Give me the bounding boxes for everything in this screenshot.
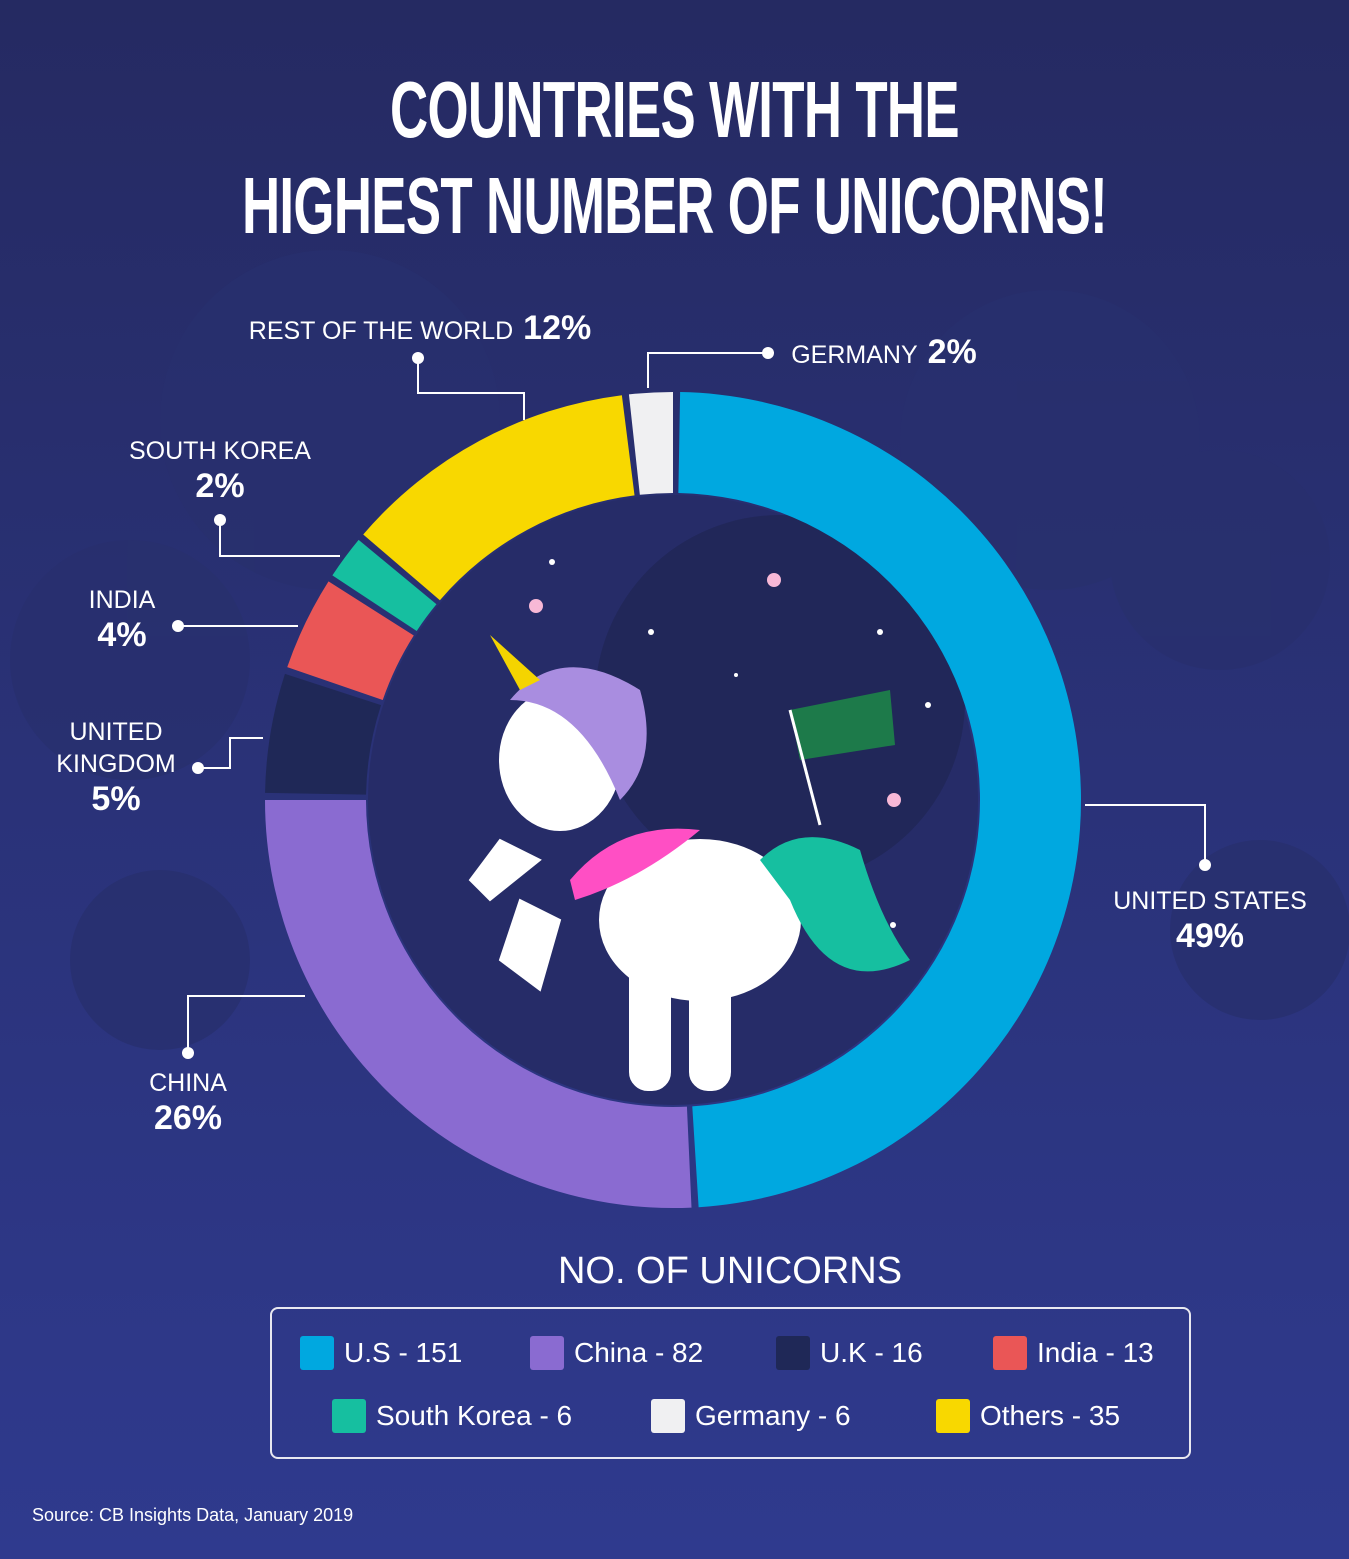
category-label: UNITED STATES <box>1113 887 1307 915</box>
mane-pink <box>570 828 700 900</box>
category-label: SOUTH KOREA <box>129 437 311 465</box>
legend-item: India - 13 <box>993 1336 1154 1370</box>
category-label: REST OF THE WORLD <box>248 317 514 345</box>
flag <box>790 690 895 760</box>
value-label: 26% <box>153 1099 223 1137</box>
donut-segment <box>628 392 673 495</box>
donut-segment <box>265 800 692 1208</box>
value-label: 49% <box>1175 917 1245 955</box>
donut <box>265 392 1082 1208</box>
moon <box>595 515 965 885</box>
callout: REST OF THE WORLD 12% <box>249 309 591 347</box>
unicorn-illustration <box>468 689 801 1091</box>
legend-swatch <box>300 1336 334 1370</box>
legend-item: China - 82 <box>530 1336 703 1370</box>
legend: U.S - 151 China - 82 U.K - 16 India - 13 Sou… <box>270 1307 1191 1459</box>
callout: CHINA 26% <box>149 1067 227 1137</box>
value-label: 5% <box>91 780 141 818</box>
donut-segment <box>678 392 1082 1208</box>
horn <box>490 635 540 690</box>
legend-label: Others - 35 <box>980 1400 1121 1431</box>
legend-item: Others - 35 <box>936 1399 1120 1433</box>
flag-pole <box>788 709 822 826</box>
value-label: 12% <box>523 309 592 347</box>
legend-title: NO. OF UNICORNS <box>557 1250 903 1292</box>
callout: UNITED KINGDOM 5% <box>41 716 191 818</box>
value-label: 2% <box>927 333 977 371</box>
legend-swatch <box>530 1336 564 1370</box>
legend-swatch <box>936 1399 970 1433</box>
legend-swatch <box>776 1336 810 1370</box>
legend-label: India - 13 <box>1037 1337 1154 1368</box>
title-line: HIGHEST NUMBER OF UNICORNS! <box>241 161 1108 250</box>
legend-swatch <box>332 1399 366 1433</box>
legend-label: U.S - 151 <box>344 1337 463 1368</box>
callout: SOUTH KOREA 2% <box>129 435 311 505</box>
legend-item: Germany - 6 <box>651 1399 851 1433</box>
stars <box>549 559 931 928</box>
legend-item: South Korea - 6 <box>332 1399 572 1433</box>
legend-label: South Korea - 6 <box>376 1400 573 1431</box>
value-label: 2% <box>195 467 245 505</box>
title-line: COUNTRIES WITH THE <box>390 65 960 154</box>
legend-label: Germany - 6 <box>695 1400 851 1431</box>
callout: GERMANY 2% <box>791 333 977 371</box>
category-label: UNITED KINGDOM <box>56 718 176 778</box>
chart-title: COUNTRIES WITH THE HIGHEST NUMBER OF UNI… <box>0 62 1349 254</box>
donut-segment <box>287 581 414 701</box>
source: Source: CB Insights Data, January 2019 <box>32 1505 354 1525</box>
donut-segment <box>332 539 437 632</box>
legend-swatch <box>993 1336 1027 1370</box>
legend-label: China - 82 <box>574 1337 704 1368</box>
legend-swatch <box>651 1399 685 1433</box>
chart <box>10 250 1349 1208</box>
pink-stars <box>529 573 901 807</box>
legend-item: U.K - 16 <box>776 1336 923 1370</box>
callout: INDIA 4% <box>89 584 156 654</box>
category-label: INDIA <box>88 586 156 614</box>
callout: UNITED STATES 49% <box>1113 885 1307 955</box>
tail <box>760 837 910 972</box>
category-label: GERMANY <box>791 341 918 369</box>
leader-lines <box>178 352 1206 1053</box>
mane <box>510 667 647 800</box>
donut-segment <box>363 395 635 601</box>
legend-label: U.K - 16 <box>820 1337 923 1368</box>
category-label: CHINA <box>149 1069 227 1097</box>
legend-item: U.S - 151 <box>300 1336 462 1370</box>
leader-dots <box>172 347 1211 1059</box>
value-label: 4% <box>97 616 147 654</box>
donut-segment <box>265 673 382 795</box>
cloud-background <box>10 250 1349 1050</box>
